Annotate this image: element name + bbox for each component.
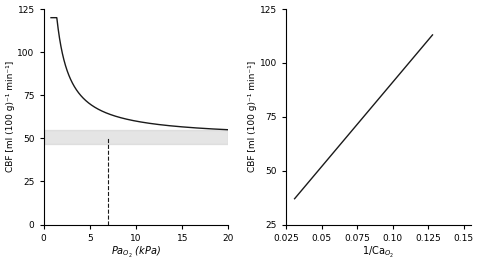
- Bar: [44, 130, 228, 144]
- Y-axis label: CBF [ml (100 g)⁻¹ min⁻¹]: CBF [ml (100 g)⁻¹ min⁻¹]: [6, 61, 14, 172]
- X-axis label: 1/Ca$_{O_2}$: 1/Ca$_{O_2}$: [362, 245, 395, 260]
- X-axis label: $Pa_{O_2}$ (kPa): $Pa_{O_2}$ (kPa): [111, 245, 161, 260]
- Y-axis label: CBF [ml (100 g)⁻¹ min⁻¹]: CBF [ml (100 g)⁻¹ min⁻¹]: [248, 61, 257, 172]
